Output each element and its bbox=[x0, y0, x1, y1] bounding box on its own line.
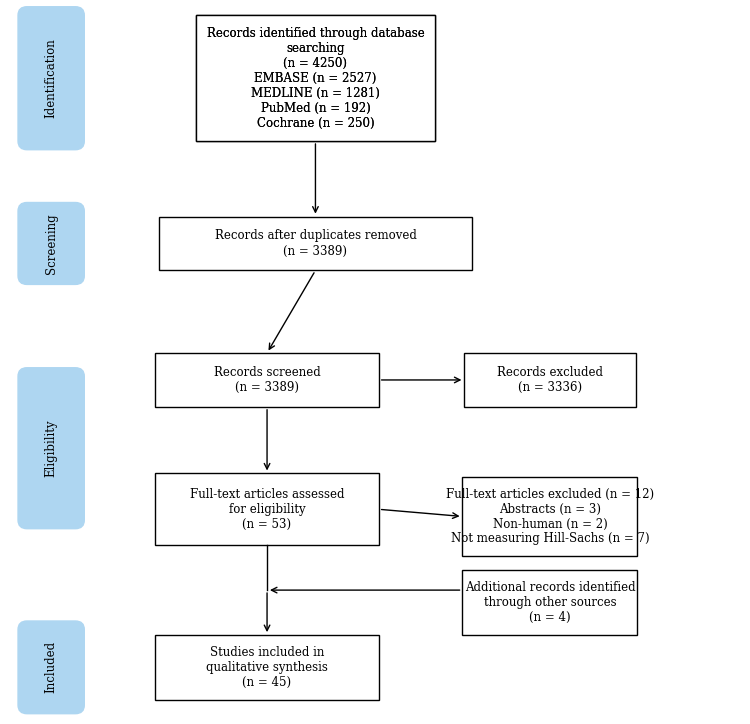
Text: Additional records identified
through other sources
(n = 4): Additional records identified through ot… bbox=[465, 581, 635, 624]
FancyBboxPatch shape bbox=[159, 216, 472, 270]
Text: Identification: Identification bbox=[45, 38, 58, 118]
FancyBboxPatch shape bbox=[155, 635, 379, 699]
FancyBboxPatch shape bbox=[464, 353, 635, 407]
FancyBboxPatch shape bbox=[18, 7, 84, 150]
FancyBboxPatch shape bbox=[18, 621, 84, 714]
Text: Records screened
(n = 3389): Records screened (n = 3389) bbox=[214, 366, 320, 394]
FancyBboxPatch shape bbox=[196, 15, 434, 141]
Text: Full-text articles assessed
for eligibility
(n = 53): Full-text articles assessed for eligibil… bbox=[190, 488, 344, 531]
Text: Included: Included bbox=[45, 641, 58, 694]
FancyBboxPatch shape bbox=[463, 571, 638, 635]
Text: Full-text articles excluded (n = 12)
Abstracts (n = 3)
Non-human (n = 2)
Not mea: Full-text articles excluded (n = 12) Abs… bbox=[446, 487, 654, 545]
Text: Screening: Screening bbox=[45, 213, 58, 274]
FancyBboxPatch shape bbox=[18, 203, 84, 285]
FancyBboxPatch shape bbox=[155, 353, 379, 407]
FancyBboxPatch shape bbox=[18, 368, 84, 529]
Text: Records excluded
(n = 3336): Records excluded (n = 3336) bbox=[497, 366, 603, 394]
FancyBboxPatch shape bbox=[155, 473, 379, 545]
Text: Eligibility: Eligibility bbox=[45, 419, 58, 477]
Text: Studies included in
qualitative synthesis
(n = 45): Studies included in qualitative synthesi… bbox=[206, 646, 328, 689]
FancyBboxPatch shape bbox=[196, 15, 434, 141]
Text: Records identified through database
searching
(n = 4250)
EMBASE (n = 2527)
MEDLI: Records identified through database sear… bbox=[206, 27, 424, 130]
Text: Records after duplicates removed
(n = 3389): Records after duplicates removed (n = 33… bbox=[214, 230, 416, 258]
FancyBboxPatch shape bbox=[463, 477, 638, 556]
Text: Records identified through database
searching
(n = 4250)
EMBASE (n = 2527)
MEDLI: Records identified through database sear… bbox=[206, 27, 424, 130]
